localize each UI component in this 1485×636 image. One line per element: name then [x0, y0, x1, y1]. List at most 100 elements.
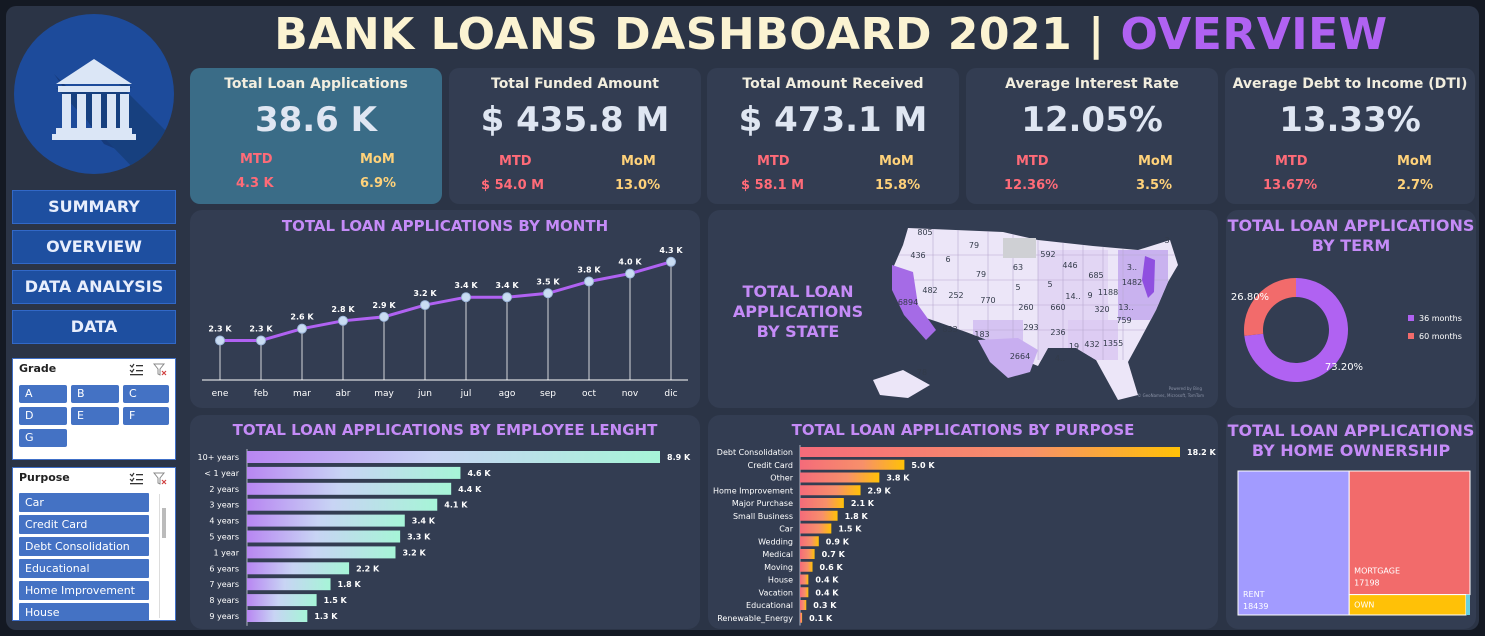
grade-option-d[interactable]: D	[19, 407, 67, 425]
emp-tick-label: < 1 year	[204, 469, 239, 478]
purpose-bar	[800, 447, 1180, 457]
emp-data-label: 4.6 K	[467, 469, 491, 478]
month-tick-label: sep	[540, 389, 556, 399]
grade-option-f[interactable]: F	[123, 407, 169, 425]
nav-data-button[interactable]: DATA	[12, 310, 176, 344]
grade-slicer-title: Grade	[19, 362, 57, 375]
emp-bar	[247, 594, 317, 607]
month-data-label: 2.3 K	[208, 324, 232, 333]
term-slice-60-months	[1244, 278, 1296, 336]
kpi-total-funded-amount[interactable]: Total Funded Amount $ 435.8 M MTD MoM $ …	[449, 68, 701, 204]
kpi-mom-label: MoM	[1138, 154, 1173, 169]
state-value-label: 19	[1069, 342, 1079, 351]
state-value-label: 482	[922, 286, 937, 295]
nav-summary-button[interactable]: SUMMARY	[12, 190, 176, 224]
home-chart-title-line2: BY HOME OWNERSHIP	[1251, 441, 1451, 460]
kpi-mtd-label: MTD	[757, 154, 790, 169]
state-value-label: 2664	[1010, 352, 1030, 361]
purpose-option-home-improvement[interactable]: Home Improvement	[19, 581, 149, 600]
state-value-label: 9	[1087, 291, 1092, 300]
purpose-option-credit-card[interactable]: Credit Card	[19, 515, 149, 534]
purpose-bar	[800, 536, 819, 547]
purpose-tick-label: Debt Consolidation	[717, 448, 793, 457]
month-point	[502, 292, 512, 303]
grade-option-c[interactable]: C	[123, 385, 169, 403]
nav-overview-button[interactable]: OVERVIEW	[12, 230, 176, 264]
purpose-option-educational[interactable]: Educational	[19, 559, 149, 578]
month-point	[338, 315, 348, 326]
term-chart-title: TOTAL LOAN APPLICATIONS BY TERM	[1226, 216, 1476, 256]
emp-tick-label: 10+ years	[198, 453, 239, 462]
home-treemap-chart: RENT 18439 MORTGAGE 17198 OWN	[1237, 470, 1471, 616]
state-value-label: 1355	[1103, 339, 1123, 348]
purpose-tick-label: Medical	[762, 550, 793, 559]
purpose-data-label: 1.5 K	[838, 525, 862, 534]
month-point	[379, 311, 389, 322]
emp-tick-label: 8 years	[209, 596, 239, 605]
slicer-scrollbar[interactable]	[159, 494, 169, 618]
clear-filter-icon[interactable]	[153, 472, 167, 485]
kpi-mom-value: 15.8%	[875, 178, 921, 193]
clear-filter-icon[interactable]	[153, 363, 167, 376]
state-value-label: 446	[1062, 261, 1077, 270]
purpose-tick-label: Vacation	[759, 588, 793, 597]
emp-bar	[247, 514, 405, 527]
state-map-title: TOTAL LOAN APPLICATIONS BY STATE	[732, 282, 864, 341]
kpi-mtd-value: $ 58.1 M	[741, 178, 805, 193]
grade-option-e[interactable]: E	[71, 407, 119, 425]
month-data-label: 2.9 K	[372, 301, 396, 310]
term-chart-panel: TOTAL LOAN APPLICATIONS BY TERM 73.20% 26…	[1226, 210, 1476, 408]
emp-bar	[247, 530, 401, 543]
us-state-map[interactable]: Powered by Bing © GeoNames, Microsoft, T…	[708, 210, 1218, 408]
kpi-average-dti[interactable]: Average Debt to Income (DTI) 13.33% MTD …	[1225, 68, 1475, 204]
month-tick-label: nov	[622, 389, 639, 399]
state-value-label: 3..	[1127, 263, 1137, 272]
kpi-total-amount-received[interactable]: Total Amount Received $ 473.1 M MTD MoM …	[707, 68, 959, 204]
emp-data-label: 3.2 K	[402, 548, 426, 557]
nav-data-analysis-button[interactable]: DATA ANALYSIS	[12, 270, 176, 304]
month-line-chart: 2.3 K ene 2.3 K feb 2.6 K mar 2.8 K abr 2.9 K may…	[202, 246, 688, 399]
purpose-option-debt-consolidation[interactable]: Debt Consolidation	[19, 537, 149, 556]
emp-data-label: 2.2 K	[356, 564, 380, 573]
purpose-slicer-title: Purpose	[19, 471, 70, 484]
state-value-label: 660	[1050, 303, 1065, 312]
grade-option-g[interactable]: G	[19, 429, 67, 447]
kpi-mtd-value: 12.36%	[1004, 178, 1059, 193]
month-data-label: 2.6 K	[290, 313, 314, 322]
state-value-label: 79	[969, 241, 979, 250]
emp-data-label: 1.3 K	[314, 612, 338, 621]
state-value-label: 320	[1094, 305, 1109, 314]
state-value-label: 6	[945, 255, 950, 264]
kpi-average-interest-rate[interactable]: Average Interest Rate 12.05% MTD MoM 12.…	[966, 68, 1218, 204]
purpose-bar	[800, 498, 844, 508]
purpose-bar	[800, 574, 809, 585]
purpose-data-label: 1.8 K	[845, 512, 869, 521]
month-chart-panel: TOTAL LOAN APPLICATIONS BY MONTH 2.3 K en…	[190, 210, 700, 408]
month-data-label: 2.8 K	[331, 305, 355, 314]
kpi-mom-value: 3.5%	[1136, 178, 1173, 193]
emp-chart-title: TOTAL LOAN APPLICATIONS BY EMPLOYEE LENG…	[232, 421, 658, 439]
treemap-other	[1466, 594, 1470, 615]
grade-option-a[interactable]: A	[19, 385, 67, 403]
grade-option-b[interactable]: B	[71, 385, 119, 403]
multi-select-icon[interactable]	[129, 472, 143, 485]
month-data-label: 2.3 K	[249, 324, 273, 333]
month-data-label: 3.4 K	[454, 281, 478, 290]
multi-select-icon[interactable]	[129, 363, 143, 376]
state-value-label: 3	[1164, 236, 1169, 245]
emp-tick-label: 3 years	[209, 501, 239, 510]
kpi-title: Total Amount Received	[742, 76, 924, 92]
term-slice-36-months	[1244, 278, 1348, 382]
purpose-option-house[interactable]: House	[19, 603, 149, 620]
kpi-value: 12.05%	[1021, 100, 1163, 140]
emp-data-label: 1.5 K	[324, 596, 348, 605]
bank-logo	[14, 14, 174, 174]
purpose-data-label: 0.6 K	[820, 563, 844, 572]
purpose-data-label: 2.9 K	[868, 486, 892, 495]
month-data-label: 4.0 K	[618, 258, 642, 267]
purpose-option-car[interactable]: Car	[19, 493, 149, 512]
kpi-total-loan-applications[interactable]: Total Loan Applications 38.6 K MTD MoM 4…	[190, 68, 442, 204]
emp-tick-label: 1 year	[214, 548, 240, 557]
purpose-data-label: 0.9 K	[826, 537, 850, 546]
term-data-label: 73.20%	[1325, 362, 1363, 373]
